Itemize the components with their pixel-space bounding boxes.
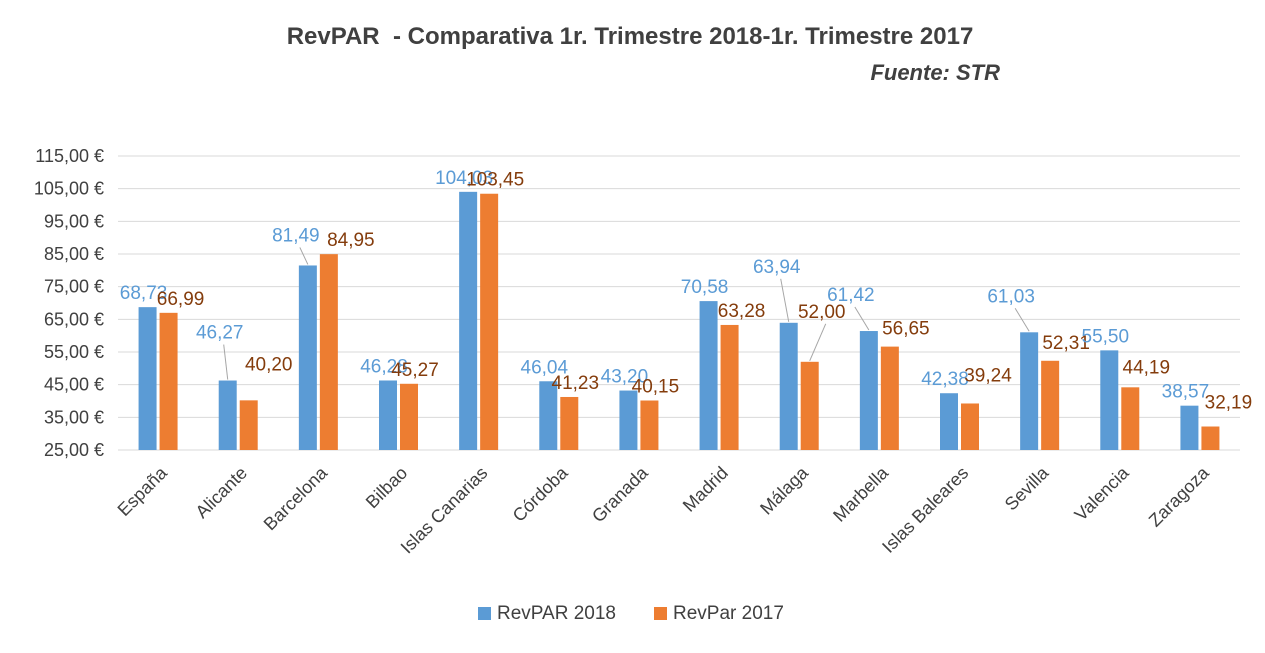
data-label-2018: 46,28 (360, 356, 408, 377)
legend-swatch (654, 607, 667, 620)
data-label-2017: 41,23 (552, 373, 600, 394)
data-label-2017: 52,00 (798, 302, 846, 323)
category-label: Granada (588, 462, 652, 526)
bar-revpar-2017 (1041, 360, 1060, 450)
legend-label: RevPar 2017 (673, 603, 784, 624)
bar-revpar-2017 (800, 361, 819, 450)
bar-revpar-2018 (940, 393, 958, 450)
category-label: Córdoba (509, 462, 573, 526)
gridlines (118, 155, 1240, 451)
data-label-2018: 104,03 (435, 168, 493, 189)
legend-label: RevPAR 2018 (497, 603, 616, 624)
data-label-2017: 56,65 (882, 319, 930, 340)
bar-revpar-2017 (1201, 426, 1220, 450)
category-label: Marbella (829, 462, 893, 526)
y-tick-label: 35,00 € (44, 407, 104, 427)
data-label-2017: 63,28 (718, 301, 766, 322)
category-label: Valencia (1071, 462, 1134, 525)
chart-subtitle: Fuente: STR (870, 60, 1000, 85)
bar-revpar-2017 (720, 324, 739, 450)
bar-revpar-2018 (298, 265, 317, 450)
bar-revpar-2018 (539, 381, 558, 450)
category-label: Bilbao (362, 463, 412, 513)
data-label-2018: 46,27 (196, 323, 244, 344)
data-label-2017: 44,19 (1123, 357, 1171, 378)
bar-revpar-2017 (1121, 387, 1140, 450)
y-tick-label: 55,00 € (44, 342, 104, 362)
bar-revpar-2017 (239, 400, 258, 450)
data-label-2018: 81,49 (272, 225, 320, 246)
y-tick-label: 115,00 € (35, 146, 104, 166)
bar-revpar-2017 (319, 254, 338, 450)
data-label-2018: 46,04 (521, 357, 569, 378)
bar-revpar-2018 (1180, 405, 1199, 450)
data-label-2017: 40,15 (632, 377, 680, 398)
bar-revpar-2018 (699, 301, 718, 450)
y-tick-label: 75,00 € (44, 277, 104, 297)
data-label-2017: 39,24 (964, 365, 1012, 386)
bar-revpar-2017 (880, 346, 899, 450)
bar-revpar-2017 (560, 396, 579, 450)
category-label: Barcelona (260, 462, 332, 534)
label-leader-line (223, 344, 229, 380)
bar-revpar-2017 (640, 400, 659, 450)
data-label-2017: 32,19 (1205, 393, 1253, 414)
category-label: Madrid (679, 463, 732, 516)
category-label: España (114, 462, 172, 520)
bar-revpar-2018 (1020, 332, 1039, 450)
bar-revpar-2018 (779, 322, 798, 450)
category-label: Islas Baleares (878, 463, 972, 557)
data-label-2017: 40,20 (245, 354, 293, 375)
data-label-2018: 70,58 (681, 277, 729, 298)
bar-revpar-2017 (480, 193, 499, 451)
y-tick-label: 105,00 € (34, 179, 104, 199)
label-leader-line (299, 247, 309, 265)
label-leader-line (854, 306, 870, 331)
data-label-2018: 61,42 (827, 285, 875, 306)
data-label-2017: 52,31 (1042, 333, 1090, 354)
y-tick-label: 45,00 € (44, 375, 104, 395)
data-label-2017: 45,27 (391, 360, 439, 381)
y-tick-label: 25,00 € (44, 440, 104, 460)
y-axis-ticks: 25,00 € 35,00 € 45,00 € 55,00 € 65,00 € 75,00… (34, 146, 104, 460)
data-label-2018: 63,94 (753, 257, 801, 278)
bar-revpar-2017 (961, 403, 979, 450)
bar-revpar-2017 (159, 312, 178, 450)
data-label-2018: 55,50 (1082, 326, 1130, 347)
bar-revpar-2018 (859, 331, 878, 450)
category-label: Alicante (192, 463, 251, 522)
label-leader-line (1014, 308, 1030, 332)
bar-revpar-2018 (379, 380, 397, 450)
bar-revpar-2018 (459, 191, 478, 450)
chart-title: RevPAR - Comparativa 1r. Trimestre 2018-… (287, 23, 974, 50)
label-leader-line (809, 323, 827, 361)
bar-revpar-2018 (218, 380, 237, 450)
bar-revpar-2018 (138, 307, 157, 450)
bar-revpar-2017 (400, 383, 418, 450)
data-label-2018: 43,20 (601, 367, 649, 388)
data-label-2018: 38,57 (1162, 382, 1210, 403)
y-tick-label: 85,00 € (44, 244, 104, 264)
data-label-2017: 66,99 (157, 289, 205, 310)
category-label: Zaragoza (1145, 462, 1214, 531)
data-label-2018: 61,03 (987, 286, 1035, 307)
legend-swatch (478, 607, 491, 620)
data-label-2018: 68,73 (120, 283, 168, 304)
label-leader-line (780, 278, 790, 322)
data-label-2018: 42,38 (921, 369, 969, 390)
data-label-2017: 84,95 (327, 230, 375, 251)
data-label-2017: 103,45 (466, 170, 524, 191)
bars (138, 191, 1220, 451)
leader-lines (223, 247, 1030, 380)
y-tick-label: 65,00 € (44, 309, 104, 329)
bar-revpar-2018 (1100, 350, 1119, 450)
y-tick-label: 95,00 € (44, 211, 104, 231)
bar-revpar-2018 (619, 390, 638, 450)
legend: RevPAR 2018 RevPar 2017 (478, 603, 784, 624)
category-label: Málaga (756, 462, 813, 519)
category-label: Sevilla (1001, 462, 1053, 514)
